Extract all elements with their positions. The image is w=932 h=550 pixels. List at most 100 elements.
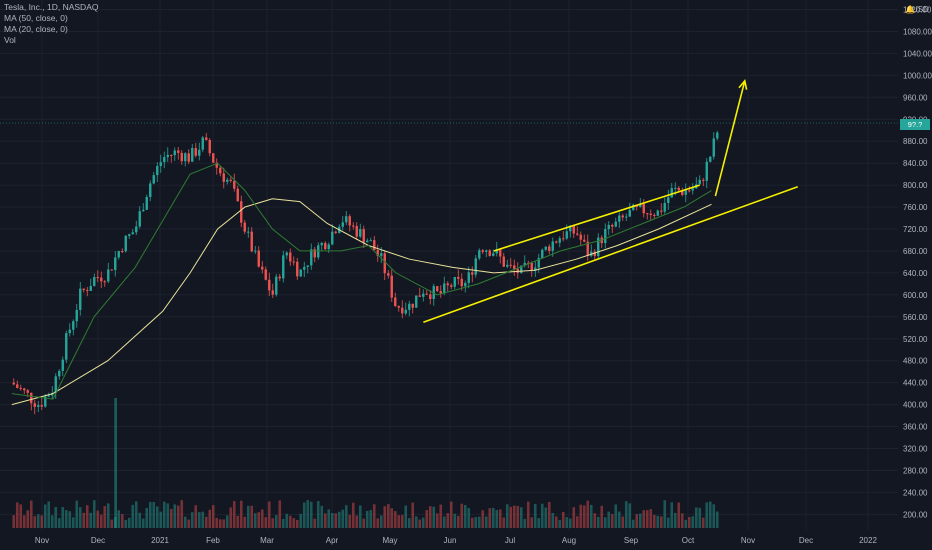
candle-body	[44, 396, 47, 407]
volume-bar	[173, 504, 177, 528]
volume-bar	[278, 500, 282, 528]
bell-icon[interactable]: 🔔	[905, 5, 915, 14]
price-axis: 200.00 240.00 280.00 320.00 360.00 400.00 440.…	[903, 6, 932, 520]
x-tick-label: Nov	[741, 536, 755, 545]
candle-body	[208, 139, 211, 154]
candle-body	[166, 154, 169, 158]
candle-body	[177, 150, 180, 153]
candle-body	[453, 276, 456, 287]
x-tick-label: Jul	[505, 536, 515, 545]
x-tick-label: Aug	[562, 536, 576, 545]
volume-bar	[491, 507, 495, 528]
volume-bar	[600, 505, 604, 528]
y-tick-label: 1040.00	[903, 49, 932, 58]
candle-body	[33, 403, 36, 407]
volume-bar	[607, 511, 611, 528]
volume-bar	[208, 509, 212, 528]
candle-body	[61, 359, 64, 371]
y-tick-label: 440.00	[903, 379, 928, 388]
volume-bar	[698, 507, 702, 528]
volume-bar	[96, 510, 100, 528]
candle-body	[26, 390, 29, 393]
arrow-head	[738, 79, 748, 90]
volume-bar	[418, 519, 422, 528]
volume-bar	[446, 513, 450, 528]
candle-body	[642, 203, 645, 214]
candle-body	[380, 253, 383, 256]
candle-body	[275, 276, 278, 295]
candle-body	[404, 309, 407, 314]
candle-body	[257, 250, 260, 267]
legend-vol: Vol	[4, 35, 16, 45]
candle-body	[320, 242, 323, 246]
candle-body	[583, 239, 586, 242]
candle-body	[37, 405, 40, 407]
candle-body	[611, 224, 614, 227]
candle-body	[247, 231, 250, 233]
volume-bar	[43, 504, 47, 528]
candle-body	[285, 252, 288, 256]
y-tick-label: 400.00	[903, 401, 928, 410]
volume-bar	[453, 513, 457, 528]
candle-body	[254, 250, 257, 252]
volume-bar	[554, 516, 558, 528]
candle-body	[670, 188, 673, 198]
candle-body	[509, 264, 512, 266]
volume-bar	[638, 513, 642, 528]
volume-bar	[701, 517, 705, 528]
x-tick-label: Dec	[799, 536, 813, 545]
projection-arrow	[714, 80, 746, 197]
x-tick-label: May	[382, 536, 397, 545]
volume-bar	[215, 517, 219, 528]
candle-body	[19, 387, 22, 389]
volume-bar	[201, 511, 205, 528]
candle-body	[376, 250, 379, 256]
candle-body	[474, 258, 477, 275]
candle-body	[716, 132, 719, 139]
candle-body	[702, 179, 705, 181]
candle-body	[145, 196, 148, 210]
volume-bar	[568, 518, 572, 528]
volume-bar	[705, 502, 709, 528]
candle-body	[597, 237, 600, 257]
y-tick-label: 880.00	[903, 137, 928, 146]
y-tick-label: 1120.00	[903, 6, 932, 15]
candle-body	[429, 294, 432, 300]
volume-bar	[236, 515, 240, 528]
ma20-line	[11, 162, 712, 400]
volume-bar	[246, 505, 250, 528]
volume-bar	[680, 513, 684, 528]
candle-body	[709, 156, 712, 162]
candle-body	[229, 179, 232, 181]
candle-body	[68, 329, 71, 334]
candle-body	[16, 384, 19, 388]
volume-bar	[463, 504, 467, 528]
last-price-tag: 9?.?	[900, 119, 930, 130]
currency-label[interactable]: USD	[912, 5, 929, 14]
volume-bar	[47, 501, 51, 528]
volume-bar	[103, 506, 107, 528]
volume-bar	[141, 518, 145, 528]
volume-bar	[288, 515, 292, 528]
candle-body	[506, 264, 509, 267]
candle-body	[555, 241, 558, 243]
candle-body	[261, 266, 264, 270]
volume-bar	[670, 502, 674, 528]
volume-bar	[621, 516, 625, 528]
volume-bar	[663, 500, 667, 528]
y-tick-label: 480.00	[903, 357, 928, 366]
volume-bar	[348, 514, 352, 528]
volume-bar	[197, 512, 201, 528]
x-tick-label: Mar	[260, 536, 274, 545]
candle-body	[677, 187, 680, 191]
y-tick-label: 680.00	[903, 247, 928, 256]
y-tick-label: 800.00	[903, 181, 928, 190]
candle-body	[191, 148, 194, 162]
candle-body	[107, 269, 110, 282]
candle-body	[499, 249, 502, 257]
candle-body	[562, 238, 565, 240]
volume-bar	[82, 512, 86, 528]
volume-bar	[253, 513, 257, 528]
candle-body	[537, 257, 540, 268]
